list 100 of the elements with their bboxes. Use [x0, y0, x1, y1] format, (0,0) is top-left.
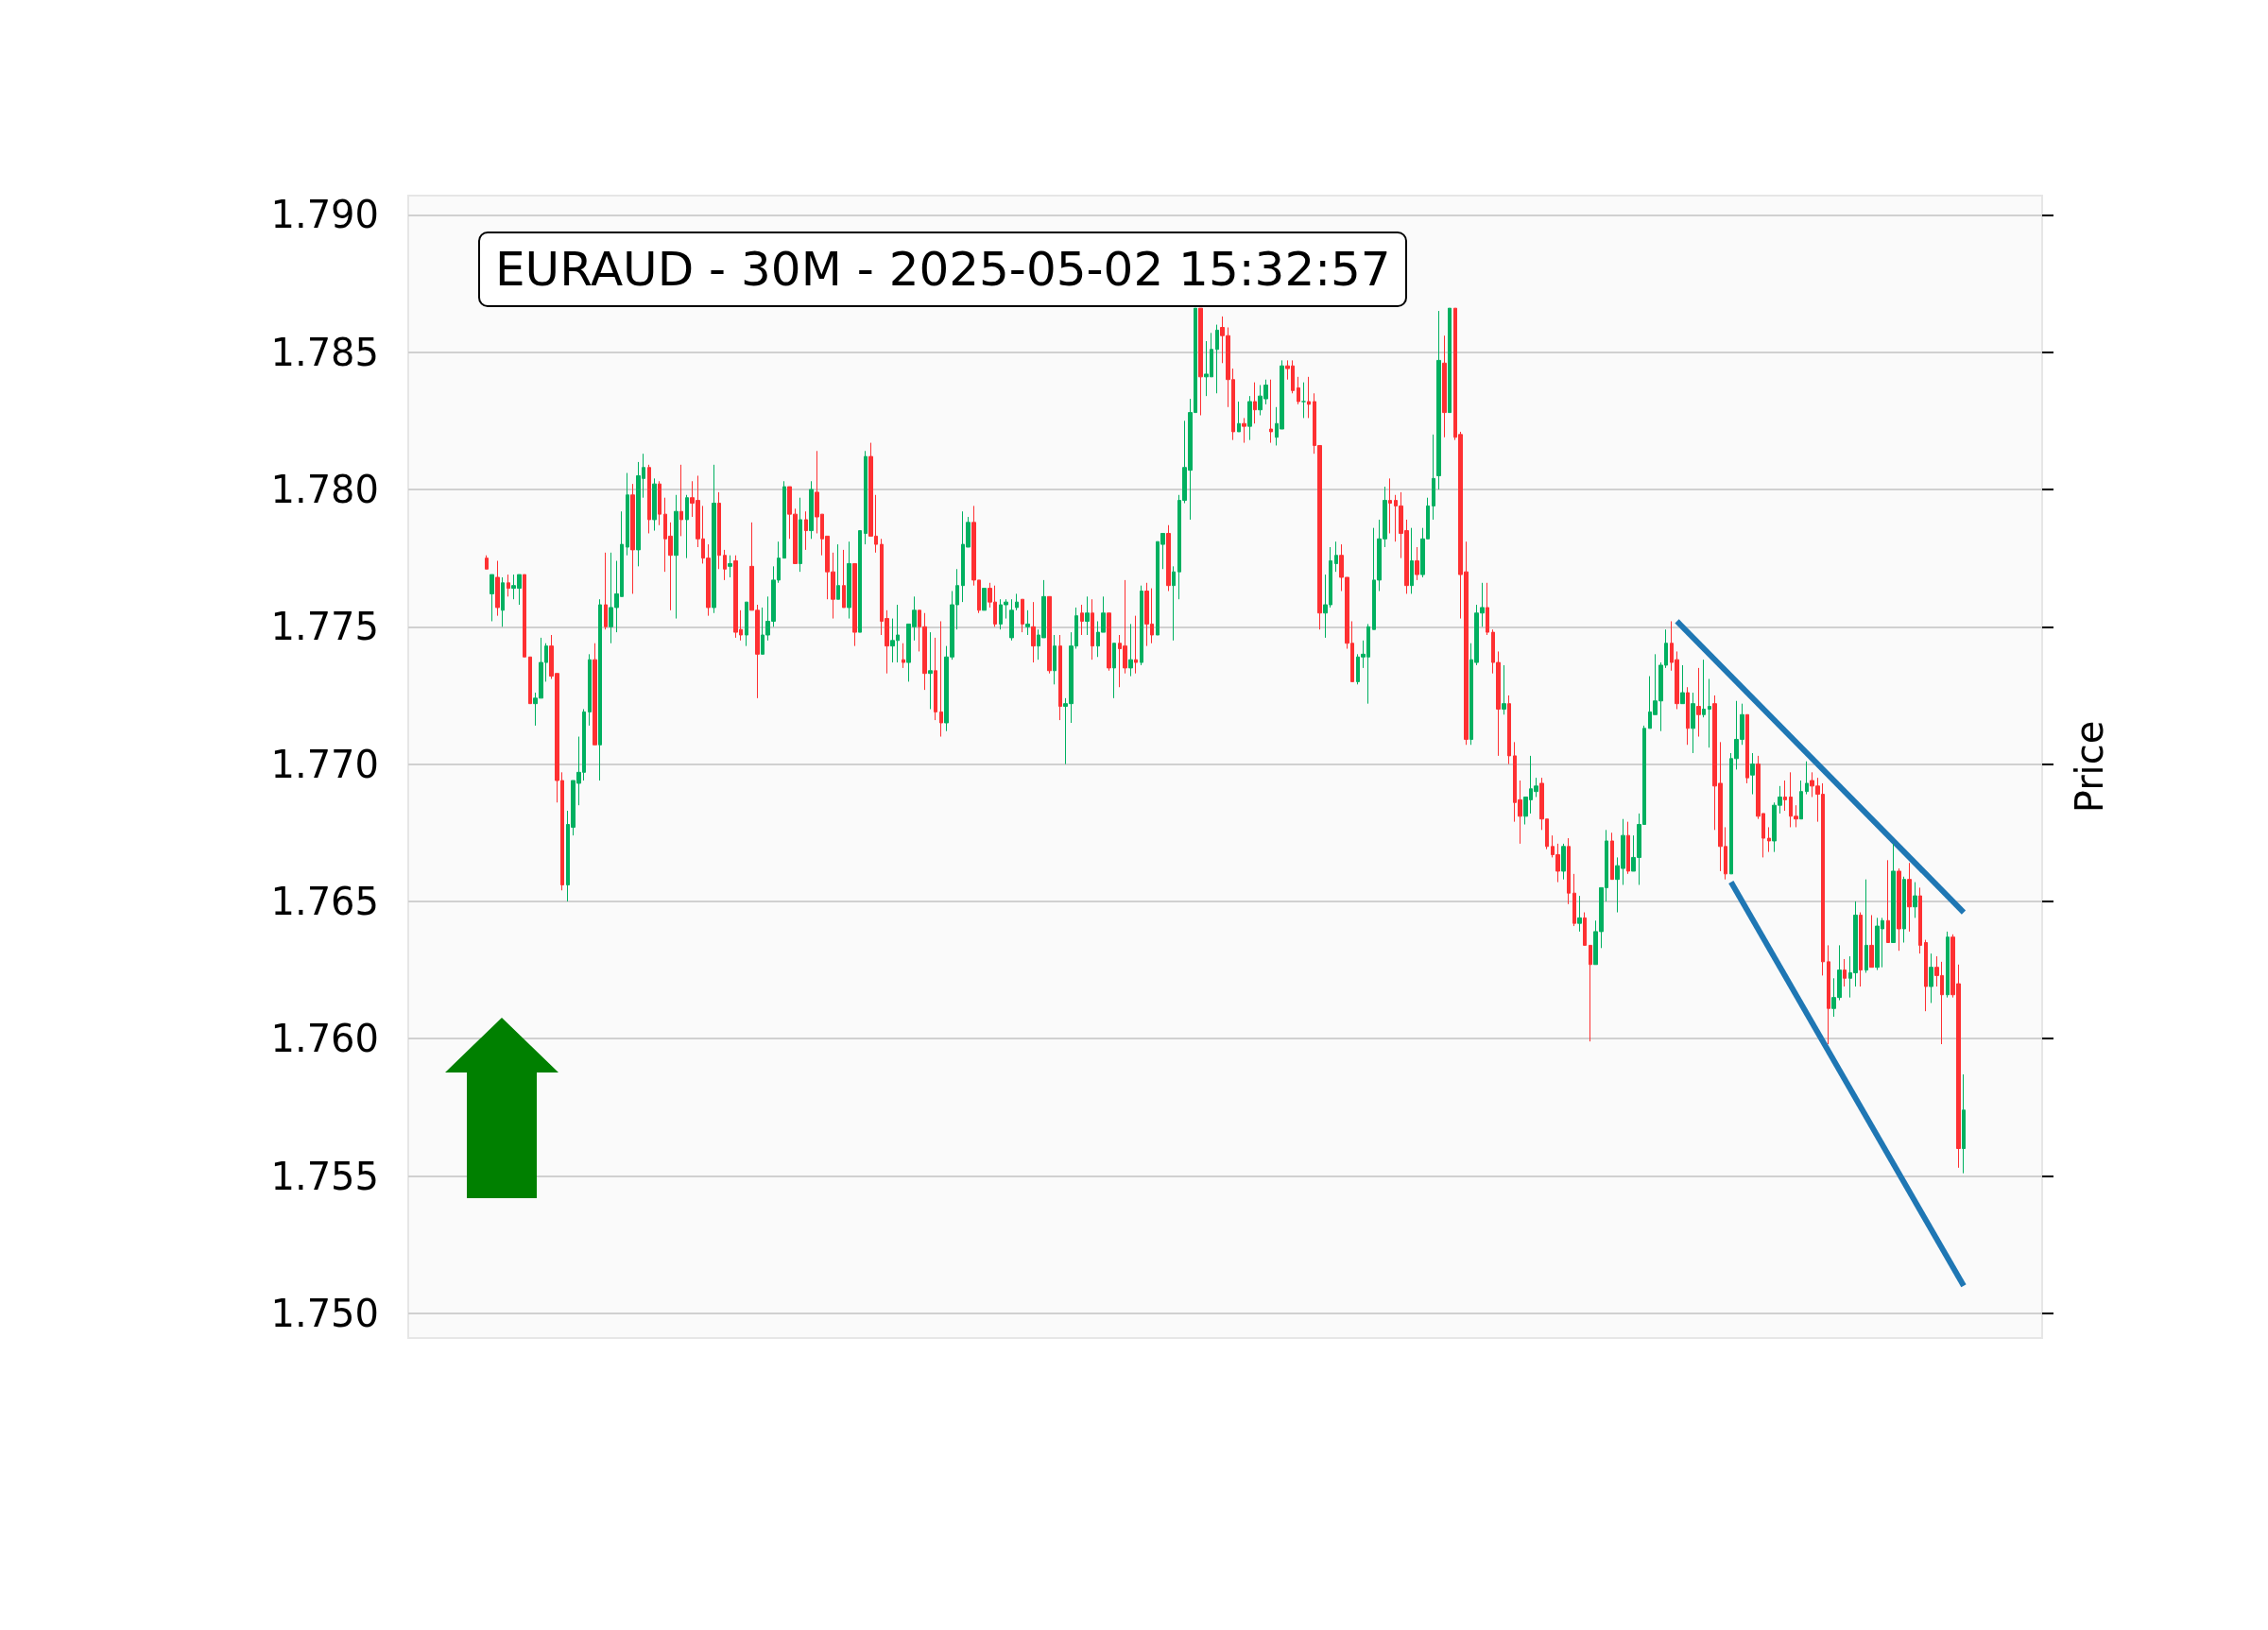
candlestick: [507, 574, 510, 597]
candlestick: [1745, 713, 1749, 784]
candlestick: [939, 620, 943, 738]
candlestick: [1134, 615, 1138, 675]
candlestick: [1432, 434, 1435, 521]
y-tick-label: 1.750: [270, 1291, 379, 1335]
candlestick: [598, 598, 602, 781]
candlestick: [685, 494, 689, 559]
candlestick: [1913, 882, 1917, 918]
y-axis-title: Price: [2068, 720, 2111, 814]
candlestick: [528, 656, 532, 705]
candlestick: [1897, 867, 1901, 952]
candlestick: [1080, 604, 1084, 636]
candlestick: [1009, 598, 1014, 642]
candlestick: [490, 574, 494, 622]
candlestick: [1946, 931, 1950, 999]
candlestick: [630, 483, 635, 594]
candlestick: [1962, 1073, 1966, 1175]
candlestick: [1436, 310, 1441, 490]
candlestick: [1843, 958, 1847, 987]
candlestick: [842, 549, 846, 609]
candlestick: [1301, 382, 1306, 419]
candlestick: [1902, 876, 1906, 943]
candlestick: [1410, 527, 1414, 594]
text: EURAUD - 30M - 2025-05-02 15:32:57: [495, 242, 1391, 297]
candlestick: [858, 530, 862, 633]
candlestick: [1589, 944, 1592, 1042]
candlestick: [1767, 826, 1771, 853]
candlestick: [647, 464, 651, 534]
candlestick: [1128, 623, 1133, 678]
candlestick: [652, 477, 657, 532]
candlestick: [1626, 821, 1630, 875]
candlestick: [1929, 952, 1933, 1004]
candlestick: [1297, 376, 1300, 405]
candlestick: [495, 560, 500, 617]
candlestick: [928, 631, 933, 710]
y-tick-label: 1.790: [270, 193, 379, 237]
candlestick: [847, 540, 851, 620]
candlestick: [1448, 307, 1452, 414]
candlestick: [1486, 582, 1489, 636]
candlestick: [674, 494, 679, 620]
candlestick: [1691, 692, 1695, 754]
y-tick-label: 1.775: [270, 605, 379, 649]
candlestick: [1805, 761, 1809, 796]
candlestick: [1085, 595, 1090, 636]
candlestick: [1015, 592, 1019, 611]
candlestick: [1415, 546, 1419, 581]
candlestick: [1140, 585, 1143, 666]
candlestick: [717, 491, 721, 570]
candlestick: [1583, 912, 1587, 946]
candlestick: [588, 653, 592, 727]
candlestick: [593, 643, 597, 746]
candlestick: [658, 480, 662, 526]
candlestick: [1572, 873, 1576, 927]
candlestick: [679, 464, 683, 537]
candlestick: [1696, 667, 1701, 738]
candlestick: [1907, 862, 1912, 933]
candlestick: [1237, 401, 1241, 433]
candlestick: [1799, 780, 1803, 820]
candlestick: [809, 480, 814, 540]
candlestick: [934, 637, 937, 721]
candlestick: [1058, 634, 1062, 721]
candlestick: [1047, 595, 1052, 675]
candlestick: [1864, 879, 1868, 973]
candlestick: [1025, 609, 1030, 636]
candlestick: [723, 549, 727, 581]
candlestick: [836, 543, 840, 600]
y-tick-label: 1.780: [270, 467, 379, 511]
candlestick: [745, 601, 748, 647]
candlestick: [1686, 686, 1690, 746]
candlestick: [1388, 477, 1392, 534]
candlestick: [1567, 837, 1571, 905]
candlestick: [1783, 780, 1787, 812]
candlestick: [1253, 382, 1257, 424]
candlestick: [852, 562, 857, 647]
candlestick: [864, 450, 868, 545]
candlestick: [1172, 565, 1176, 642]
candlestick: [1702, 659, 1706, 718]
candlestick: [1021, 598, 1024, 633]
candlestick: [1891, 843, 1896, 943]
candlestick: [1886, 859, 1890, 943]
candlestick: [501, 576, 505, 627]
candlestick: [1918, 886, 1922, 954]
y-tick-label: 1.765: [270, 879, 379, 923]
candlestick: [1215, 324, 1219, 394]
candlestick: [728, 555, 732, 578]
candlestick: [1031, 601, 1036, 663]
candlestick: [1269, 379, 1273, 444]
candlestick: [1091, 598, 1094, 661]
candlestick: [1442, 335, 1447, 438]
candlestick: [982, 588, 987, 611]
candlestick: [1053, 634, 1057, 685]
candlestick: [1561, 843, 1566, 881]
candlestick: [1610, 832, 1614, 881]
candlestick: [1166, 524, 1171, 592]
candlestick: [799, 497, 802, 573]
candlestick: [1577, 895, 1582, 933]
candlestick: [1507, 695, 1511, 765]
candlestick: [1247, 395, 1252, 441]
candlestick: [1859, 912, 1863, 987]
